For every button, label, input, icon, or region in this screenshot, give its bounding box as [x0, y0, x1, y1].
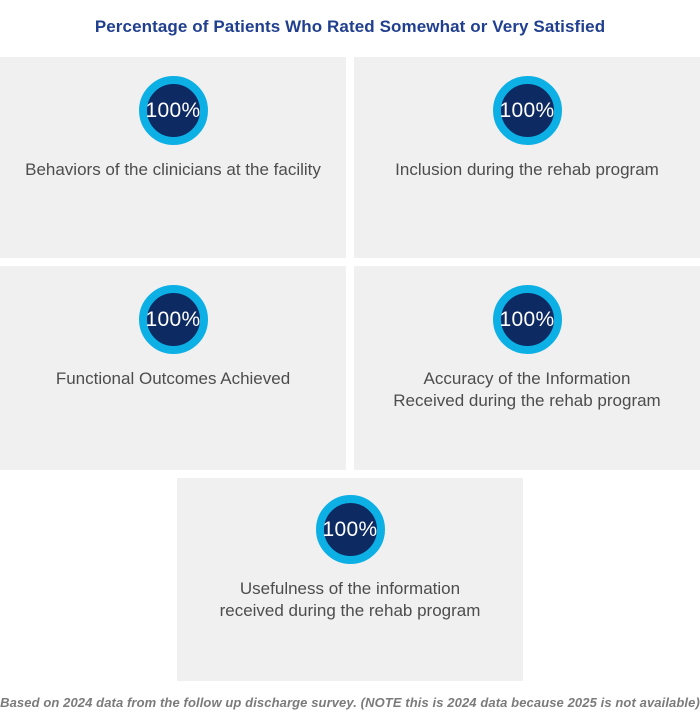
percentage-value: 100% — [322, 517, 378, 541]
stat-panel-functional-outcomes: 100% Functional Outcomes Achieved — [0, 266, 346, 470]
panel-grid: 100% Behaviors of the clinicians at the … — [0, 57, 700, 470]
chart-title: Percentage of Patients Who Rated Somewha… — [94, 17, 606, 36]
stat-panel-inclusion: 100% Inclusion during the rehab program — [354, 57, 700, 258]
stat-panel-accuracy: 100% Accuracy of the Information Receive… — [354, 266, 700, 470]
percentage-badge: 100% — [492, 76, 562, 145]
percentage-badge: 100% — [138, 285, 208, 354]
stat-label: Accuracy of the Information Received dur… — [393, 369, 661, 411]
stat-label: Usefulness of the information received d… — [219, 579, 481, 621]
percentage-value: 100% — [145, 307, 201, 331]
stat-panel-behaviors: 100% Behaviors of the clinicians at the … — [0, 57, 346, 258]
stat-label: Functional Outcomes Achieved — [55, 369, 291, 388]
percentage-value: 100% — [499, 307, 555, 331]
stat-panel-usefulness: 100% Usefulness of the information recei… — [177, 478, 523, 681]
percentage-badge: 100% — [138, 76, 208, 145]
percentage-badge: 100% — [315, 495, 385, 564]
percentage-value: 100% — [499, 98, 555, 122]
stat-label: Behaviors of the clinicians at the facil… — [25, 160, 321, 179]
percentage-value: 100% — [145, 98, 201, 122]
stat-label: Inclusion during the rehab program — [395, 160, 659, 179]
percentage-badge: 100% — [492, 285, 562, 354]
footnote: Based on 2024 data from the follow up di… — [0, 695, 700, 710]
